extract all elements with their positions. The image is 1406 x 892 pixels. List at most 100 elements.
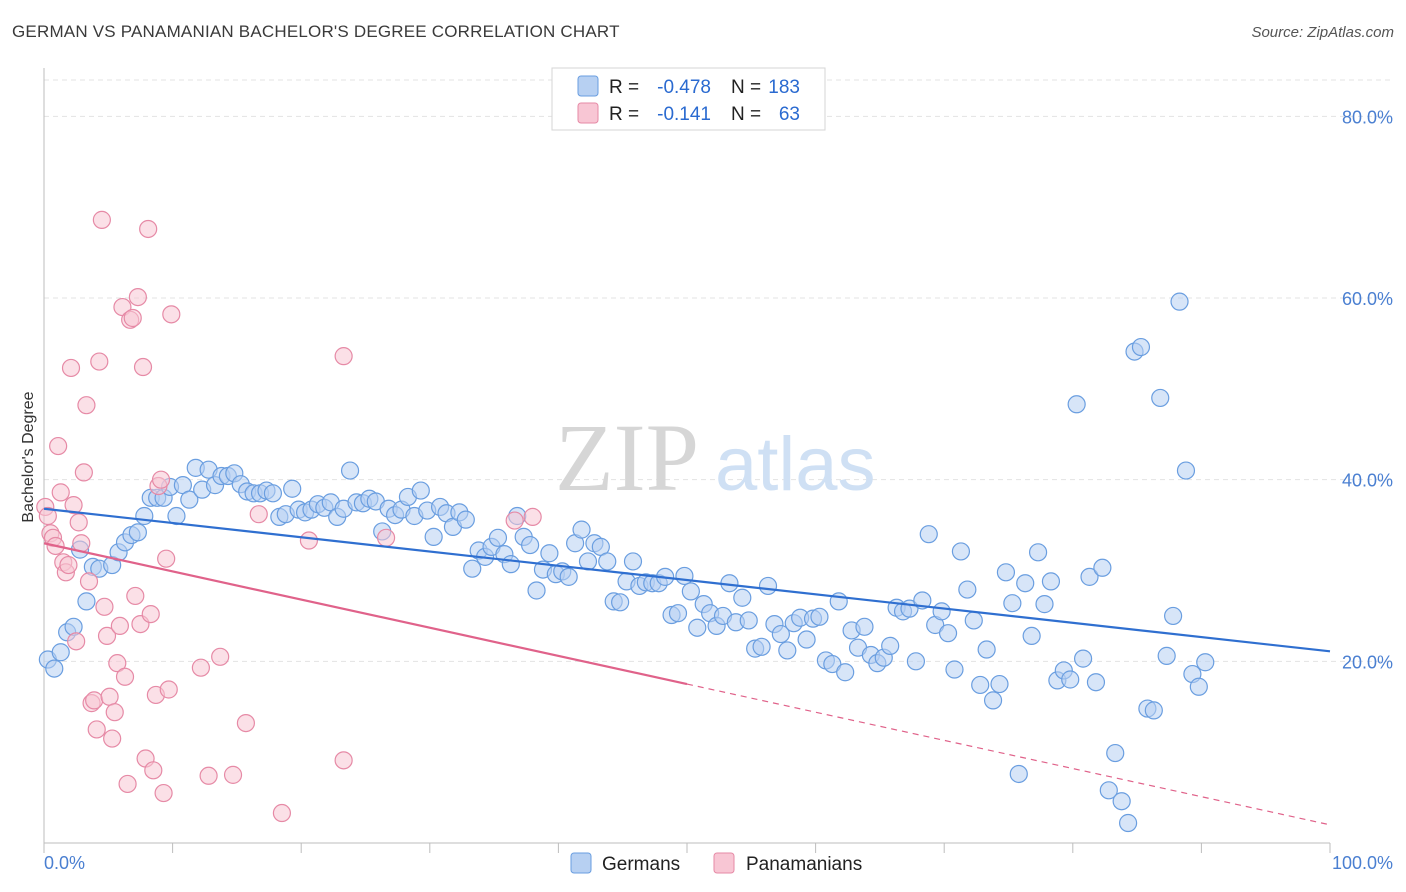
axes: [43, 68, 1331, 853]
data-point: [1131, 337, 1151, 357]
watermark-atlas: atlas: [715, 422, 876, 507]
data-point: [69, 513, 88, 532]
data-point: [90, 352, 109, 371]
data-point: [938, 624, 958, 643]
data-point: [144, 761, 163, 780]
data-point: [1086, 673, 1106, 692]
trend-line-extension-panamanians: [686, 683, 1331, 826]
data-point: [881, 636, 900, 655]
data-point: [778, 641, 797, 660]
data-point: [977, 640, 996, 659]
data-point: [74, 463, 93, 482]
data-point: [797, 630, 816, 649]
chart-title: GERMAN VS PANAMANIAN BACHELOR'S DEGREE C…: [12, 22, 620, 41]
data-point: [162, 305, 181, 324]
data-point: [45, 659, 64, 678]
data-point: [488, 528, 508, 547]
data-point: [1164, 606, 1183, 626]
data-point: [951, 542, 971, 561]
data-point: [1080, 567, 1099, 586]
bottom-legend-germans: Germans: [602, 854, 680, 875]
series-legend: Germans Panamanians: [570, 852, 862, 875]
data-point: [128, 287, 147, 307]
data-point: [223, 765, 243, 784]
trend-line-germans: [43, 507, 1331, 653]
data-point: [1196, 653, 1215, 672]
data-point: [572, 520, 591, 539]
data-point: [971, 675, 990, 695]
data-point: [105, 703, 124, 722]
data-point: [505, 511, 524, 530]
data-point: [611, 593, 630, 612]
data-point: [49, 436, 68, 456]
data-point: [100, 687, 119, 706]
source-label: Source: ZipAtlas.com: [1251, 24, 1394, 41]
x-tick-label-max: 100.0%: [1332, 853, 1393, 873]
data-point: [1016, 574, 1035, 593]
data-point: [95, 597, 114, 616]
data-point: [85, 691, 104, 710]
data-point: [1022, 626, 1041, 646]
data-point: [1112, 792, 1131, 811]
data-point: [1176, 461, 1196, 480]
data-point: [1093, 558, 1112, 577]
data-point: [97, 626, 117, 646]
y-tick-label: 40.0%: [1342, 471, 1393, 491]
correlation-legend: R = -0.478 N = 183 R = -0.141 N = 63: [551, 67, 826, 131]
data-point: [1151, 388, 1170, 408]
data-point: [752, 637, 771, 656]
legend-r-value-germans: -0.478: [657, 77, 711, 98]
data-point: [463, 559, 482, 578]
data-point: [1009, 764, 1028, 784]
data-point: [64, 496, 83, 515]
bottom-legend-swatch-germans: [570, 852, 592, 874]
legend-swatch-germans: [577, 75, 599, 97]
watermark-zip: ZIP: [555, 404, 699, 511]
data-point: [151, 470, 171, 489]
data-point: [739, 611, 758, 630]
data-point: [559, 567, 578, 586]
data-point: [964, 611, 983, 630]
data-point: [1073, 649, 1093, 668]
data-point: [191, 658, 210, 677]
legend-r-label: R =: [609, 77, 639, 98]
data-point: [51, 483, 70, 502]
data-point: [527, 581, 546, 600]
data-point: [919, 525, 938, 544]
data-point: [236, 713, 256, 733]
data-point: [1067, 395, 1086, 414]
data-point: [1144, 701, 1163, 720]
data-point: [126, 586, 145, 606]
data-point: [945, 660, 964, 679]
data-point: [334, 347, 353, 366]
legend-r-value-panamanians: -0.141: [657, 104, 711, 125]
data-point: [501, 555, 520, 574]
legend-n-label: N =: [731, 104, 761, 125]
data-point: [133, 357, 153, 377]
data-point: [771, 624, 790, 644]
data-point: [61, 358, 81, 378]
legend-n-value-germans: 183: [768, 77, 800, 98]
data-point: [51, 643, 70, 662]
data-point: [411, 481, 430, 500]
data-point: [141, 604, 160, 624]
data-point: [87, 720, 106, 739]
data-point: [118, 774, 137, 794]
trend-lines: [43, 507, 1331, 826]
data-point: [139, 219, 158, 239]
data-point: [932, 602, 951, 621]
data-point: [211, 647, 230, 666]
data-point: [758, 576, 778, 596]
y-tick-label: 20.0%: [1342, 652, 1393, 672]
data-point: [128, 523, 147, 542]
data-point: [521, 535, 540, 555]
data-point: [1189, 677, 1208, 696]
data-point: [123, 308, 142, 328]
series-germans: [38, 292, 1215, 833]
data-point: [263, 484, 283, 503]
trend-line-panamanians: [43, 542, 688, 686]
y-tick-label: 80.0%: [1342, 107, 1393, 127]
data-point: [199, 766, 218, 785]
bottom-legend-swatch-panamanians: [713, 852, 735, 874]
